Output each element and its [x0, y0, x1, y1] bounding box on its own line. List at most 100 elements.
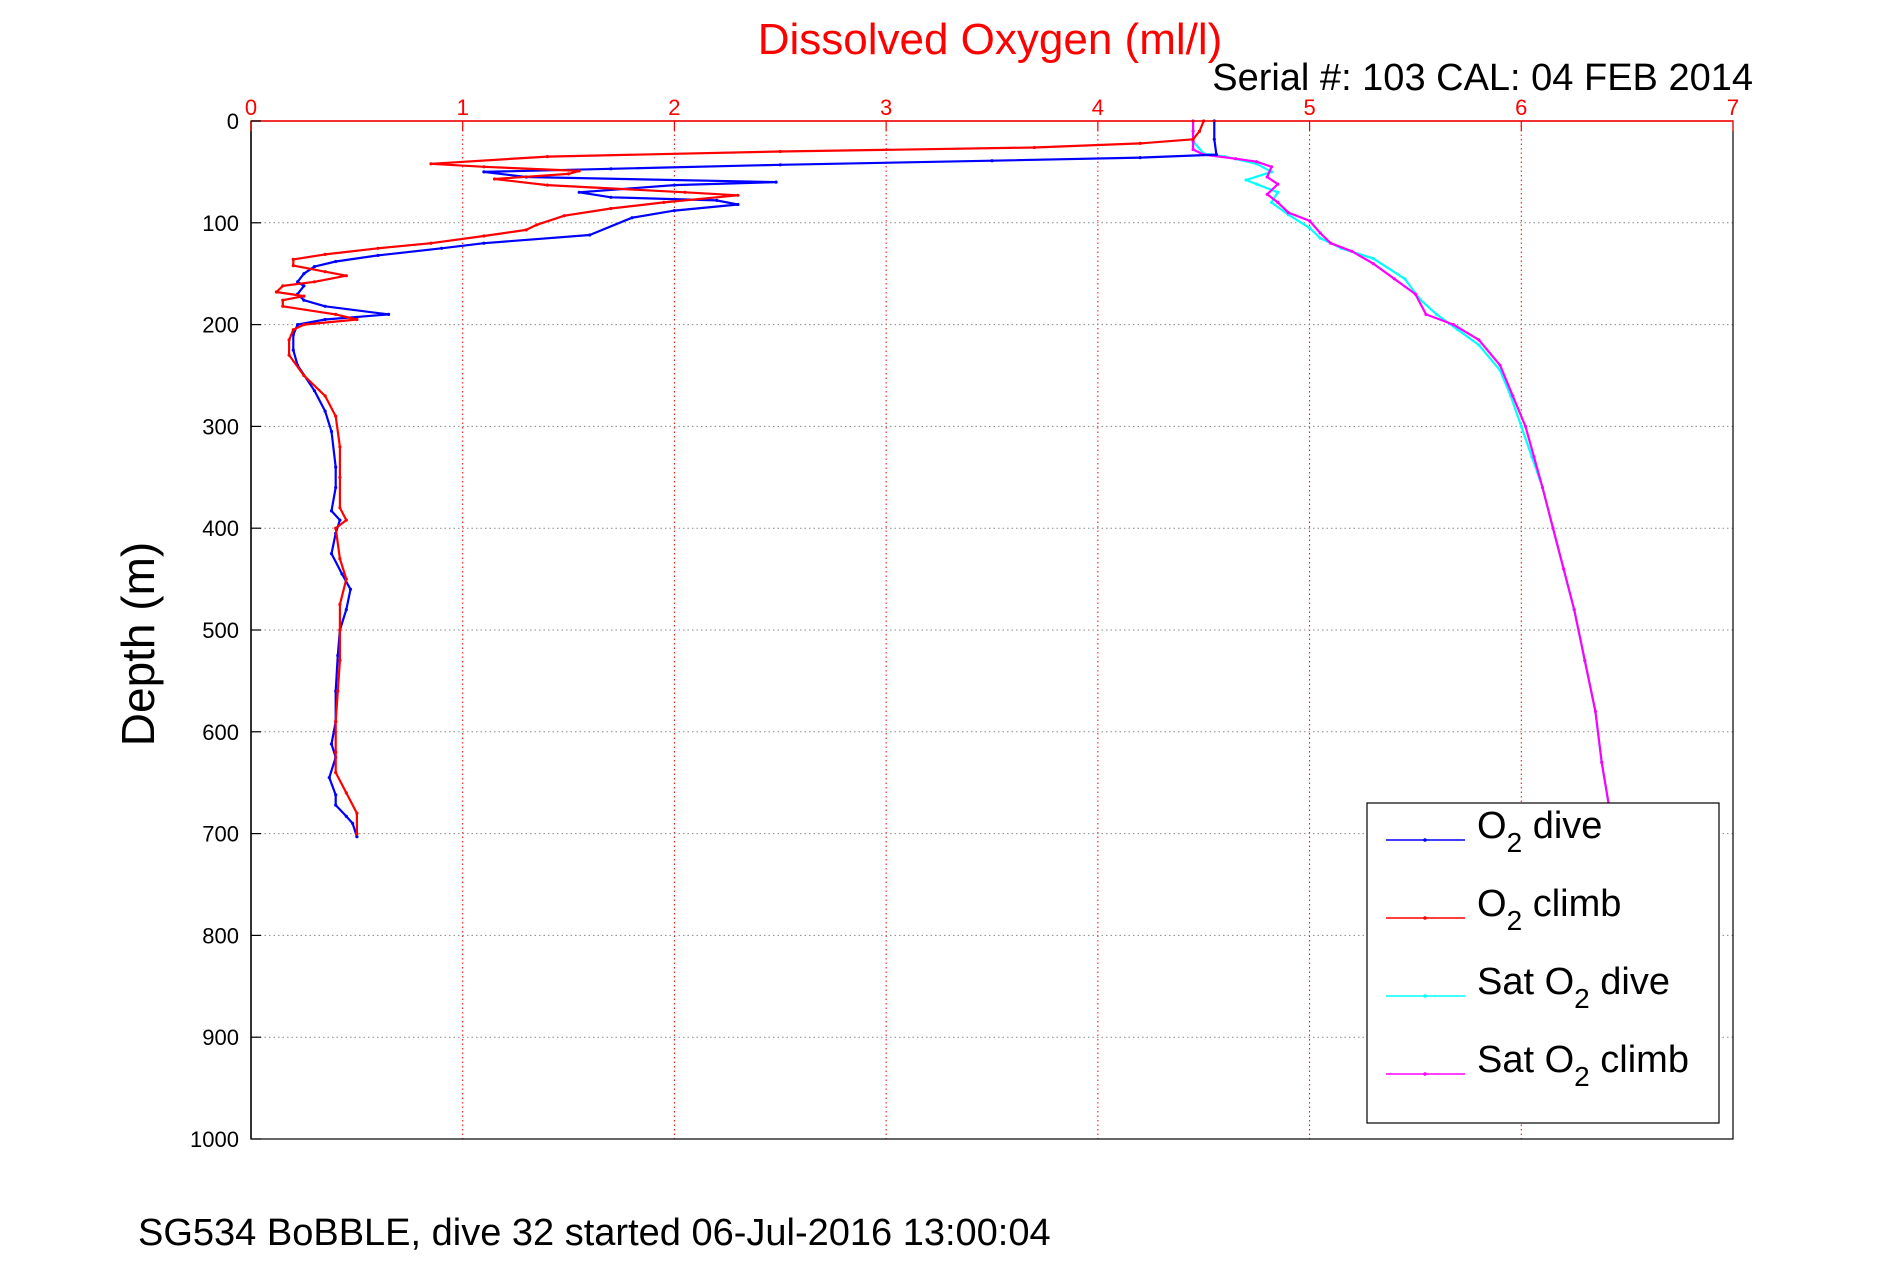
data-point [312, 389, 317, 393]
data-point [1308, 219, 1312, 223]
data-point [1403, 277, 1407, 281]
y-tick-label: 700 [202, 822, 239, 847]
data-point [287, 338, 291, 342]
legend-item: O2 dive [1386, 805, 1602, 858]
data-point [338, 602, 342, 607]
legend-marker [1423, 916, 1427, 920]
data-point [482, 170, 486, 174]
data-point [334, 465, 338, 469]
data-point [1255, 160, 1259, 164]
data-point [683, 190, 687, 194]
data-point [323, 317, 327, 322]
series-line [292, 121, 1218, 838]
data-point [1498, 363, 1502, 367]
data-point [329, 552, 334, 556]
data-point [1523, 424, 1528, 428]
data-point [609, 195, 613, 199]
y-tick-label: 0 [227, 109, 239, 134]
data-point [439, 246, 444, 250]
data-point [1255, 182, 1259, 186]
data-point [1191, 147, 1195, 152]
x-tick-label: 4 [1092, 95, 1104, 120]
data-point [338, 506, 342, 510]
data-point [334, 312, 338, 316]
data-point [1138, 141, 1142, 145]
data-point [302, 272, 306, 276]
data-point [312, 265, 317, 269]
x-axis-ticks: 0 1 2 3 4 5 6 7 [245, 95, 1739, 131]
data-point [327, 776, 331, 780]
data-point [1191, 137, 1195, 141]
data-point [1329, 241, 1333, 245]
data-point [1212, 137, 1216, 141]
y-tick-label: 200 [202, 313, 239, 338]
data-point [609, 167, 613, 171]
data-point [302, 284, 306, 288]
data-point [334, 720, 338, 724]
data-point [1276, 190, 1280, 194]
data-point [1269, 200, 1274, 204]
chart-subtitle: Serial #: 103 CAL: 04 FEB 2014 [1212, 57, 1753, 99]
legend-label: Sat O2 climb [1477, 1039, 1689, 1092]
data-point [482, 241, 486, 245]
data-point [348, 587, 353, 591]
data-point [387, 312, 391, 316]
data-point [312, 280, 317, 284]
data-point [524, 228, 528, 232]
data-point [562, 214, 566, 218]
legend: O2 dive O2 climb Sat O2 dive Sat O2 climb [1366, 802, 1720, 1124]
data-point [355, 835, 359, 839]
data-point [344, 518, 348, 522]
data-point [351, 821, 355, 826]
data-point [672, 209, 677, 213]
data-point [609, 206, 613, 211]
data-point [323, 304, 327, 308]
data-point [990, 159, 994, 163]
data-point [1519, 424, 1523, 428]
data-point [1477, 338, 1481, 342]
legend-item: O2 climb [1386, 883, 1621, 936]
x-tick-label: 7 [1727, 95, 1739, 120]
data-point [1413, 292, 1417, 296]
data-point [545, 155, 550, 159]
data-point [736, 193, 740, 197]
y-axis-ticks: 0 100 200 300 400 500 600 700 800 900 1000 [190, 109, 261, 1152]
data-point [1269, 165, 1274, 169]
legend-marker [1423, 1072, 1427, 1076]
data-point [323, 252, 327, 256]
y-tick-label: 800 [202, 923, 239, 948]
data-point [662, 200, 666, 204]
legend-item: Sat O2 dive [1386, 961, 1670, 1014]
data-point [429, 241, 433, 245]
data-point [1244, 178, 1248, 182]
data-point [545, 183, 550, 187]
data-point [274, 290, 278, 294]
data-point [344, 814, 348, 818]
data-point [334, 793, 338, 797]
data-point [336, 689, 340, 693]
data-point [323, 409, 327, 413]
data-point [1214, 153, 1218, 157]
data-series [274, 119, 1612, 839]
data-point [334, 414, 338, 418]
data-point [482, 165, 486, 169]
data-point [355, 832, 359, 836]
data-point [323, 394, 327, 398]
data-point [338, 475, 342, 479]
data-point [376, 246, 380, 250]
data-point [1286, 211, 1290, 215]
data-point [323, 270, 327, 274]
y-tick-label: 500 [202, 618, 239, 643]
data-point [482, 234, 486, 238]
data-point [1593, 709, 1597, 714]
data-point [334, 526, 338, 530]
data-point [329, 429, 334, 434]
data-point [291, 257, 295, 261]
data-point [1265, 175, 1269, 179]
data-point [355, 317, 359, 322]
data-point [334, 750, 338, 754]
legend-label: O2 dive [1477, 805, 1602, 858]
data-point [344, 577, 348, 581]
data-point [1197, 129, 1202, 133]
data-point [338, 557, 342, 561]
